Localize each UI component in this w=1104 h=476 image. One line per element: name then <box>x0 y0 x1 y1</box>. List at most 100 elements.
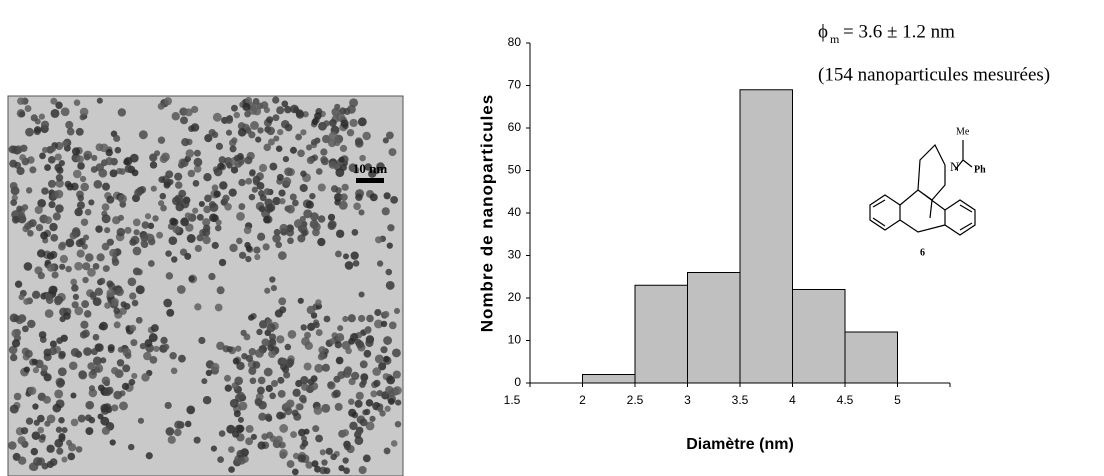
particle <box>266 116 274 124</box>
particle <box>39 152 46 160</box>
particle <box>25 417 34 425</box>
particle <box>174 172 183 181</box>
particle <box>88 385 96 392</box>
particle <box>379 410 386 417</box>
particle <box>120 301 127 308</box>
particle <box>141 373 150 382</box>
particle <box>348 337 355 345</box>
particle <box>331 107 341 117</box>
particle <box>279 223 288 233</box>
particle <box>171 256 178 263</box>
particle <box>295 110 305 119</box>
particle <box>74 261 83 271</box>
particle <box>209 202 219 212</box>
particle <box>336 357 343 364</box>
particle <box>98 169 106 177</box>
particle <box>251 186 258 193</box>
particle <box>265 318 273 325</box>
particle <box>31 431 41 440</box>
particle <box>95 163 104 172</box>
particle <box>33 419 40 426</box>
particle <box>133 229 140 236</box>
particle <box>163 181 171 189</box>
y-tick-label: 10 <box>508 333 522 347</box>
particle <box>238 457 246 465</box>
particle <box>88 370 97 379</box>
particle <box>351 229 359 236</box>
particle <box>74 207 83 217</box>
particle <box>122 364 131 373</box>
particle <box>245 96 253 104</box>
particle <box>135 316 143 324</box>
particle <box>160 204 167 212</box>
particle <box>314 112 322 120</box>
particle <box>311 460 319 468</box>
particle <box>236 391 246 401</box>
particle <box>376 162 385 171</box>
particle <box>322 134 331 144</box>
particle <box>264 287 271 294</box>
particle <box>96 97 103 104</box>
particle <box>245 177 253 185</box>
particle <box>366 314 374 323</box>
particle <box>313 406 323 415</box>
particle <box>272 196 281 206</box>
particle <box>264 413 272 422</box>
particle <box>342 457 349 464</box>
bar <box>687 272 741 384</box>
particle <box>272 234 281 243</box>
particle <box>8 345 18 355</box>
particle <box>111 258 120 266</box>
particle <box>149 161 158 169</box>
particle <box>340 193 348 202</box>
particle <box>171 112 180 121</box>
particle <box>161 152 170 162</box>
particle <box>152 215 159 222</box>
particle <box>157 102 165 110</box>
particle <box>72 293 80 301</box>
molecule <box>869 140 976 236</box>
methyl-label: Me <box>956 126 970 137</box>
bar <box>792 289 846 384</box>
particle <box>345 367 352 374</box>
particle <box>267 138 275 146</box>
particle <box>85 253 94 262</box>
particle <box>141 221 150 229</box>
particle <box>363 408 371 416</box>
particle <box>392 386 402 395</box>
particle <box>339 107 347 115</box>
particle <box>174 428 182 437</box>
particle <box>117 194 127 204</box>
particle <box>178 354 186 363</box>
particle <box>92 262 100 270</box>
particle <box>92 333 100 341</box>
particle <box>103 265 110 272</box>
particle <box>297 454 306 463</box>
compound-number: 6 <box>920 247 925 258</box>
particle <box>73 99 81 106</box>
particle <box>101 214 111 224</box>
particle <box>56 379 65 388</box>
particle <box>224 202 232 211</box>
particle <box>31 290 41 299</box>
mean-subscript: m <box>830 32 840 46</box>
particle <box>317 237 326 247</box>
particle <box>323 315 331 323</box>
particle <box>263 143 271 152</box>
particle <box>77 162 85 170</box>
particle <box>256 386 265 395</box>
particle <box>106 280 114 288</box>
particle <box>186 234 196 243</box>
particle <box>40 364 48 372</box>
particle <box>364 163 373 171</box>
particle <box>37 414 45 423</box>
particle <box>34 205 43 215</box>
particle <box>295 133 302 141</box>
particle <box>117 214 125 221</box>
particle <box>264 198 273 207</box>
particle <box>300 324 307 331</box>
particle <box>306 156 315 165</box>
particle <box>276 173 284 181</box>
particle <box>273 135 280 142</box>
particle <box>70 347 80 357</box>
